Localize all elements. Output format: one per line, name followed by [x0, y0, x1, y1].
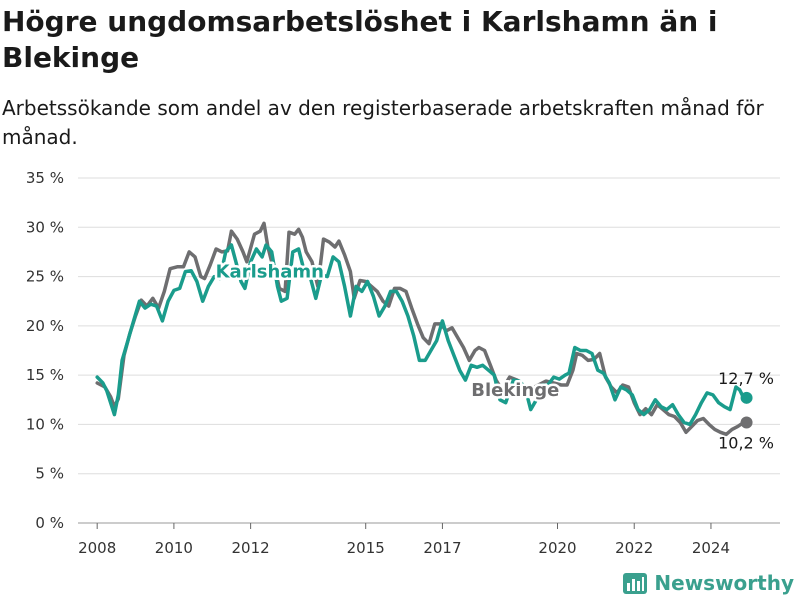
y-tick-label: 5 % — [35, 465, 64, 483]
gridlines — [78, 177, 780, 524]
blekinge-end-label: 10,2 % — [718, 433, 774, 452]
y-tick-label: 0 % — [35, 514, 64, 532]
y-tick-label: 15 % — [26, 366, 64, 384]
blekinge-end-marker — [740, 416, 753, 429]
x-axis-ticks: 2008 2010 2012 2015 2017 2020 2022 2024 — [78, 523, 730, 557]
x-tick-label: 2008 — [78, 539, 116, 557]
y-tick-label: 35 % — [26, 169, 64, 187]
x-tick-label: 2012 — [232, 539, 270, 557]
blekinge-series-label: Blekinge — [471, 380, 559, 401]
y-tick-label: 10 % — [26, 415, 64, 433]
karlshamn-end-marker — [740, 391, 753, 404]
x-tick-label: 2020 — [538, 539, 576, 557]
brand-name: Newsworthy — [654, 571, 794, 595]
y-tick-label: 25 % — [26, 268, 64, 286]
chart-title: Högre ungdomsarbetslöshet i Karlshamn än… — [2, 5, 718, 74]
x-tick-label: 2022 — [615, 539, 653, 557]
chart-subtitle: Arbetssökande som andel av den registerb… — [2, 96, 764, 149]
blekinge-line — [95, 221, 746, 437]
karlshamn-end-label: 12,7 % — [718, 369, 774, 388]
series-labels: Blekinge 10,2 % Karlshamn 12,7 % — [213, 259, 774, 452]
x-tick-label: 2017 — [423, 539, 461, 557]
x-tick-label: 2010 — [155, 539, 193, 557]
series-lines — [95, 221, 753, 437]
newsworthy-logo-icon — [623, 573, 648, 594]
y-axis-ticks: 0 % 5 % 10 % 15 % 20 % 25 % 30 % 35 % — [26, 169, 64, 532]
x-tick-label: 2024 — [692, 539, 730, 557]
y-tick-label: 30 % — [26, 218, 64, 236]
x-tick-label: 2015 — [347, 539, 385, 557]
y-tick-label: 20 % — [26, 317, 64, 335]
karlshamn-series-label: Karlshamn — [216, 262, 324, 283]
newsworthy-brand: Newsworthy — [622, 570, 794, 596]
karlshamn-line — [95, 243, 746, 427]
